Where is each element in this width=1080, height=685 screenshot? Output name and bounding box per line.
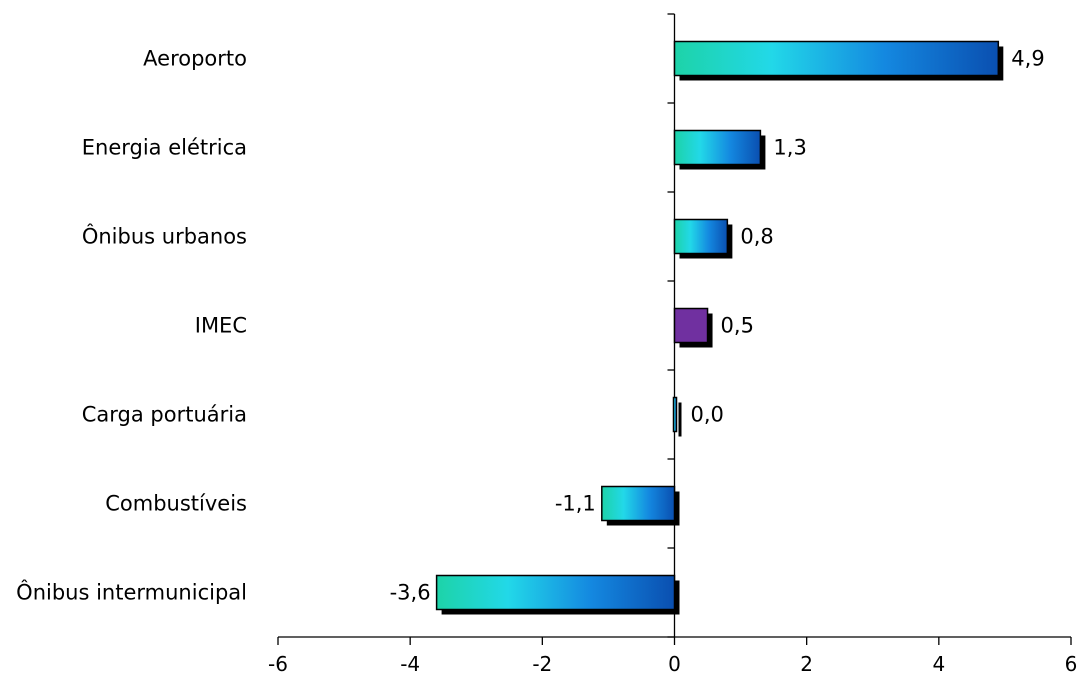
axes: -6 -4 -2 0 2 4 6 bbox=[268, 13, 1078, 676]
value-label: -3,6 bbox=[390, 581, 431, 605]
labels: Aeroporto 4,9 Energia elétrica 1,3 Ônibus ur… bbox=[16, 47, 1045, 605]
bar-combustiveis bbox=[601, 485, 676, 522]
category-label: Carga portuária bbox=[82, 403, 247, 427]
x-tick-label: 0 bbox=[668, 652, 681, 676]
x-tick-label: 2 bbox=[800, 652, 813, 676]
value-label: 4,9 bbox=[1011, 47, 1044, 71]
value-label: -1,1 bbox=[555, 492, 596, 516]
bar-onibus-intermunicipal bbox=[435, 574, 676, 611]
category-label: Aeroporto bbox=[143, 47, 247, 71]
x-tick-label: -4 bbox=[400, 652, 420, 676]
x-tick-label: -2 bbox=[532, 652, 552, 676]
category-label: Ônibus urbanos bbox=[82, 224, 247, 249]
bars bbox=[435, 40, 1004, 615]
x-tick-label: 4 bbox=[932, 652, 945, 676]
bar-onibus-urbanos bbox=[673, 218, 729, 255]
bar-energia-eletrica bbox=[673, 129, 762, 166]
bar-carga-portuaria bbox=[672, 396, 678, 433]
category-label: Combustíveis bbox=[105, 492, 247, 516]
category-label: IMEC bbox=[195, 314, 247, 338]
value-label: 0,8 bbox=[740, 225, 773, 249]
category-label: Energia elétrica bbox=[82, 136, 247, 160]
category-label: Ônibus intermunicipal bbox=[16, 580, 247, 605]
value-label: 0,0 bbox=[691, 403, 724, 427]
value-label: 1,3 bbox=[773, 136, 806, 160]
bar-aeroporto bbox=[673, 40, 1000, 77]
bar-shadow bbox=[678, 402, 682, 437]
value-label: 0,5 bbox=[721, 314, 754, 338]
x-tick-label: 6 bbox=[1065, 652, 1078, 676]
bar-imec bbox=[673, 307, 709, 344]
x-tick-label: -6 bbox=[268, 652, 288, 676]
